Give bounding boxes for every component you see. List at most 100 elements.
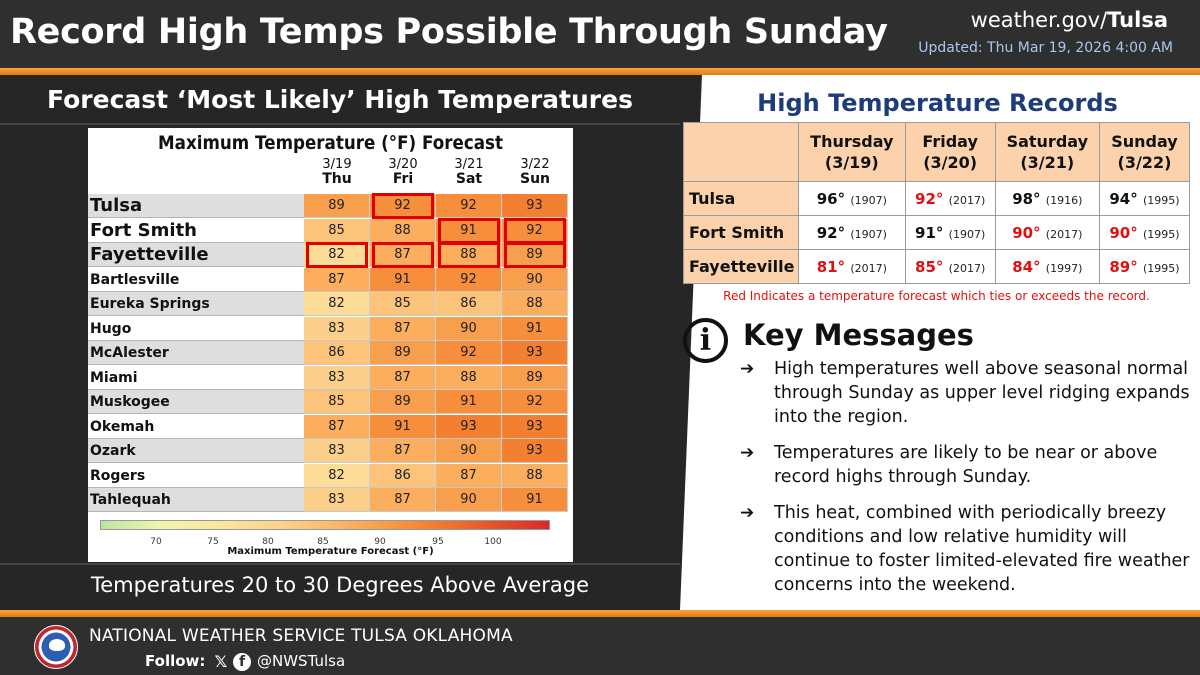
- temperature-cell: 90: [436, 488, 502, 512]
- city-name: McAlester: [88, 341, 304, 365]
- scale-tick-label: 90: [374, 537, 386, 547]
- temperature-cell: 82: [304, 243, 370, 267]
- record-temp: 96°: [816, 189, 846, 208]
- forecast-heading: Forecast ‘Most Likely’ High Temperatures: [47, 85, 633, 114]
- record-year: (1995): [1142, 261, 1180, 275]
- table-row: Tulsa 89 92 92 93: [88, 194, 570, 218]
- city-name: Okemah: [88, 414, 304, 439]
- date-label: 3/22: [520, 157, 550, 172]
- temperature-cell: 87: [370, 365, 436, 390]
- day-header-name: Sunday: [1111, 132, 1178, 151]
- day-column-header: 3/20 Fri: [370, 157, 436, 187]
- temperature-cell: 88: [436, 365, 502, 390]
- temperature-cell: 88: [436, 243, 502, 267]
- record-year: (1995): [1142, 227, 1180, 241]
- temperature-cell: 89: [370, 390, 436, 414]
- temperature-cell: 83: [304, 316, 370, 341]
- city-name: Rogers: [88, 463, 304, 488]
- site-link[interactable]: weather.gov/Tulsa: [971, 8, 1168, 32]
- site-prefix: weather.gov/: [970, 8, 1108, 32]
- record-year: (1997): [1045, 261, 1083, 275]
- day-header: Saturday (3/21): [994, 122, 1100, 182]
- city-name: Muskogee: [88, 390, 304, 414]
- record-temp: 89°: [1109, 257, 1138, 276]
- temperature-cell: 92: [502, 390, 568, 414]
- city-name: Miami: [88, 365, 304, 390]
- temperature-cell: 91: [370, 267, 436, 292]
- table-row: McAlester 86 89 92 93: [88, 341, 570, 365]
- x-icon[interactable]: 𝕏: [214, 652, 228, 671]
- top-divider: [0, 68, 1200, 75]
- date-label: 3/21: [454, 157, 484, 172]
- temperature-cell: 87: [370, 488, 436, 512]
- record-highlight-box: [504, 242, 566, 268]
- temperature-cell: 89: [304, 194, 370, 218]
- key-message-item: ➔ This heat, combined with periodically b…: [740, 501, 1190, 597]
- record-temp: 92°: [915, 189, 944, 208]
- temperature-cell: 92: [436, 194, 502, 218]
- record-temp: 94°: [1109, 189, 1138, 208]
- records-row: Tulsa 96° (1907) 92° (2017) 98° (1916) 94° (…: [683, 181, 1191, 216]
- scale-tick-label: 95: [432, 537, 444, 547]
- temperature-cell: 92: [502, 218, 568, 243]
- date-label: 3/20: [388, 157, 418, 172]
- temperature-cell: 88: [502, 292, 568, 316]
- scale-tick-label: 75: [207, 537, 219, 547]
- key-message-item: ➔ Temperatures are likely to be near or a…: [740, 441, 1190, 489]
- day-header: Sunday (3/22): [1098, 122, 1191, 182]
- temperature-cell: 87: [304, 267, 370, 292]
- record-value-cell: 84° (1997): [994, 249, 1100, 284]
- day-header-date: (3/21): [1020, 153, 1075, 172]
- temperature-cell: 86: [370, 463, 436, 488]
- record-highlight-box: [306, 242, 368, 268]
- record-value-cell: 92° (2017): [904, 181, 996, 216]
- day-column-header: 3/21 Sat: [436, 157, 502, 187]
- arrow-right-icon: ➔: [740, 443, 755, 463]
- day-header-name: Friday: [922, 132, 978, 151]
- day-label: Thu: [322, 171, 352, 187]
- temperature-cell: 87: [370, 439, 436, 463]
- day-header-name: Thursday: [810, 132, 894, 151]
- key-messages-list: ➔ High temperatures well above seasonal n…: [740, 357, 1190, 609]
- city-name: Fort Smith: [88, 218, 304, 243]
- date-label: 3/19: [322, 157, 352, 172]
- day-label: Sun: [519, 171, 551, 187]
- scale-tick-label: 80: [262, 537, 274, 547]
- nws-logo-icon: [34, 625, 78, 669]
- records-header-row: Thursday (3/19) Friday (3/20) Saturday (3/21)…: [683, 122, 1191, 182]
- record-value-cell: 98° (1916): [994, 181, 1100, 216]
- record-value-cell: 90° (2017): [994, 215, 1100, 250]
- table-row: Fort Smith 85 88 91 92: [88, 218, 570, 243]
- record-year: (2017): [948, 193, 986, 207]
- follow-label: Follow:: [145, 652, 206, 670]
- city-name: Tulsa: [88, 194, 304, 218]
- table-row: Bartlesville 87 91 92 90: [88, 267, 570, 292]
- temperature-cell: 93: [502, 341, 568, 365]
- day-header: Friday (3/20): [904, 122, 996, 182]
- records-table: Thursday (3/19) Friday (3/20) Saturday (3/21)…: [683, 122, 1191, 284]
- temperature-cell: 93: [436, 414, 502, 439]
- temperature-cell: 87: [370, 243, 436, 267]
- record-year: (1995): [1142, 193, 1180, 207]
- records-city: Fort Smith: [683, 215, 799, 250]
- record-year: (2017): [1045, 227, 1083, 241]
- scale-tick-label: 70: [150, 537, 162, 547]
- day-label: Fri: [392, 171, 414, 187]
- temperature-cell: 85: [370, 292, 436, 316]
- forecast-table: Maximum Temperature (°F) Forecast Maximu…: [88, 128, 573, 562]
- city-name: Ozark: [88, 439, 304, 463]
- social-handle[interactable]: @NWSTulsa: [257, 652, 346, 670]
- record-temp: 98°: [1012, 189, 1041, 208]
- record-year: (1916): [1045, 193, 1083, 207]
- facebook-icon[interactable]: f: [233, 653, 251, 671]
- record-highlight-box: [438, 217, 500, 244]
- day-column-header: 3/19 Thu: [304, 157, 370, 187]
- records-row: Fort Smith 92° (1907) 91° (1907) 90° (2017)…: [683, 215, 1191, 250]
- record-highlight-box: [438, 242, 500, 268]
- city-name: Tahlequah: [88, 488, 304, 512]
- record-temp: 92°: [816, 223, 846, 242]
- temperature-cell: 93: [502, 194, 568, 218]
- record-temp: 91°: [915, 223, 944, 242]
- table-row: Okemah 87 91 93 93: [88, 414, 570, 439]
- table-row: Ozark 83 87 90 93: [88, 439, 570, 463]
